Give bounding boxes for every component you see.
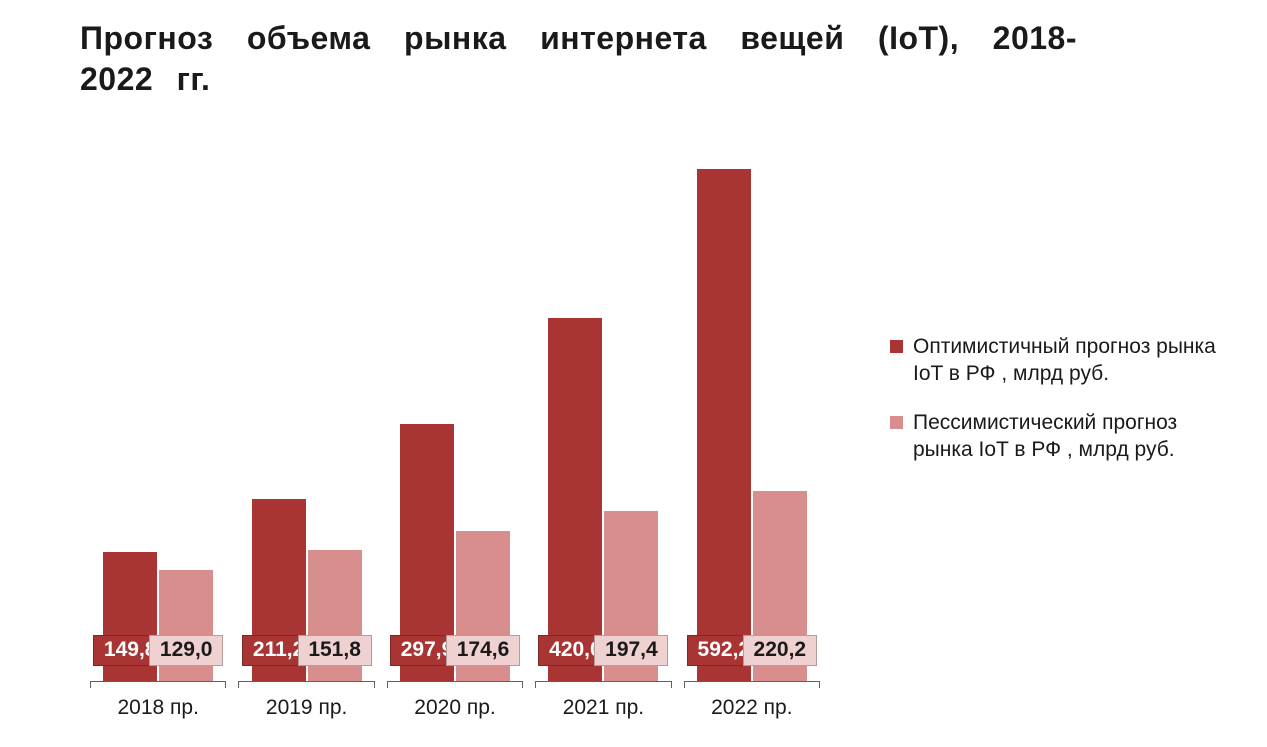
bar-value-label: 151,8: [298, 635, 372, 666]
bar-group: 297,9174,6: [381, 162, 529, 682]
bar-group: 592,2220,2: [678, 162, 826, 682]
chart-legend: Оптимистичный прогноз рынка IoT в РФ , м…: [890, 334, 1220, 486]
bar-group: 211,2151,8: [232, 162, 380, 682]
bar-value-label: 129,0: [149, 635, 223, 666]
bar-group: 420,0197,4: [529, 162, 677, 682]
bar-chart: 149,8129,0211,2151,8297,9174,6420,0197,4…: [80, 162, 830, 682]
x-axis: 2018 пр.2019 пр.2020 пр.2021 пр.2022 пр.: [80, 696, 830, 720]
bar-pessimistic: 197,4: [604, 511, 658, 682]
chart-title: Прогноз объема рынка интернета вещей (Io…: [80, 18, 1077, 100]
bar-pessimistic: 220,2: [753, 491, 807, 682]
legend-item: Пессимистический прогноз рынка IoT в РФ …: [890, 410, 1220, 464]
bar-pessimistic: 129,0: [159, 570, 213, 682]
bar-value-label: 174,6: [446, 635, 520, 666]
legend-label: Пессимистический прогноз рынка IoT в РФ …: [913, 410, 1220, 464]
legend-swatch: [890, 416, 903, 429]
bar-pessimistic: 174,6: [456, 531, 510, 682]
x-axis-label: 2022 пр.: [678, 696, 826, 720]
bar-group: 149,8129,0: [84, 162, 232, 682]
x-axis-label: 2019 пр.: [232, 696, 380, 720]
bar-pessimistic: 151,8: [308, 550, 362, 682]
chart-area: 149,8129,0211,2151,8297,9174,6420,0197,4…: [80, 162, 830, 720]
bar-value-label: 197,4: [594, 635, 668, 666]
bar-optimistic: 420,0: [548, 318, 602, 682]
legend-label: Оптимистичный прогноз рынка IoT в РФ , м…: [913, 334, 1220, 388]
x-axis-label: 2020 пр.: [381, 696, 529, 720]
bar-value-label: 220,2: [743, 635, 817, 666]
x-axis-label: 2018 пр.: [84, 696, 232, 720]
x-axis-label: 2021 пр.: [529, 696, 677, 720]
legend-item: Оптимистичный прогноз рынка IoT в РФ , м…: [890, 334, 1220, 388]
legend-swatch: [890, 340, 903, 353]
bar-optimistic: 592,2: [697, 169, 751, 682]
